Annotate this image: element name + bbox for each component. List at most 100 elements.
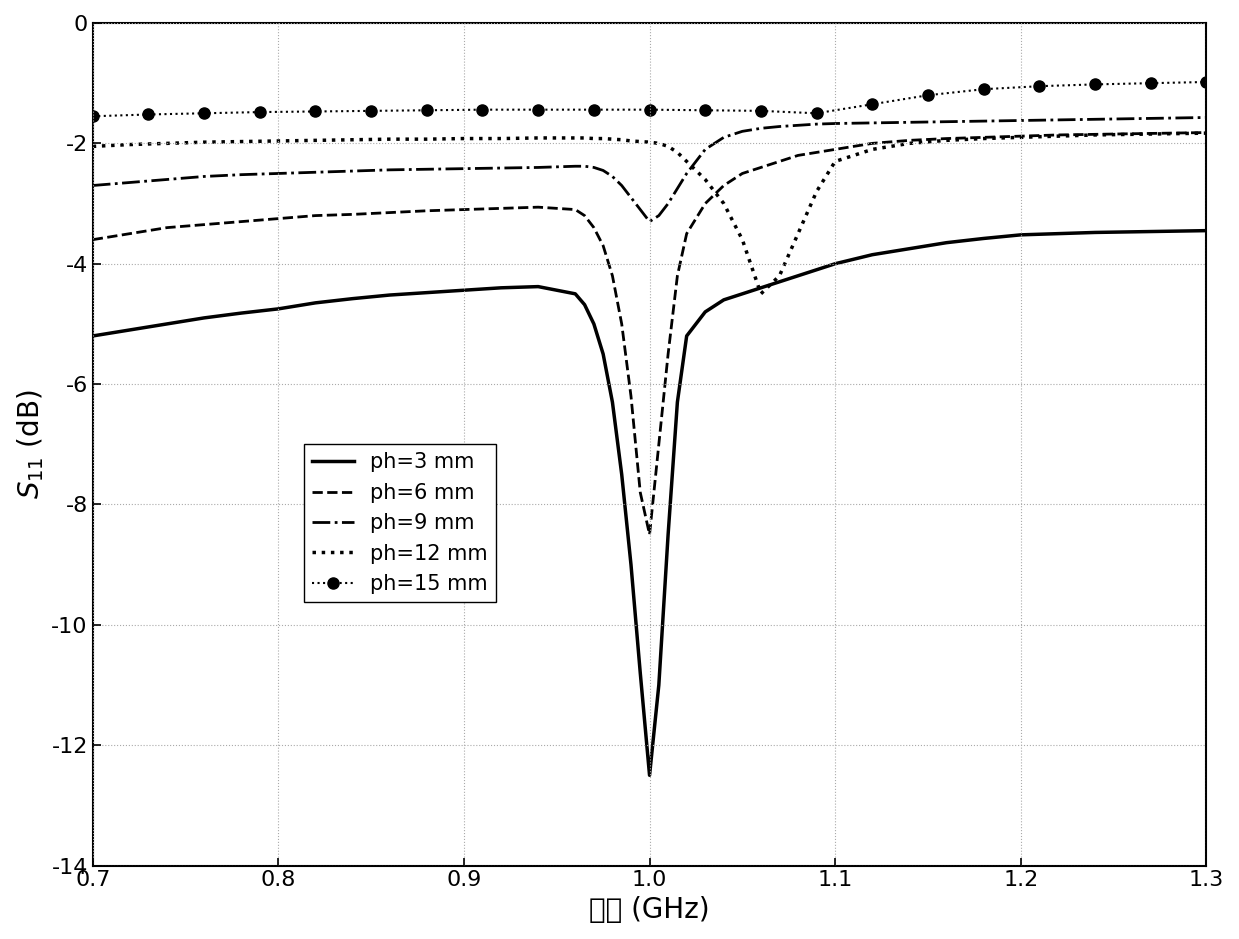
ph=6 mm (123, 228, 138, 239)
ph=6 mm (902, 134, 917, 146)
ph=6 mm (493, 203, 508, 214)
ph=12 mm (698, 174, 712, 185)
X-axis label: 频率 (GHz): 频率 (GHz) (590, 896, 710, 924)
ph=9 mm (772, 121, 787, 132)
ph=6 mm (419, 205, 434, 216)
ph=12 mm (577, 132, 592, 144)
ph=6 mm (309, 210, 323, 222)
ph=15 mm (364, 105, 379, 116)
ph=12 mm (383, 133, 398, 145)
ph=3 mm (679, 331, 694, 342)
ph=6 mm (383, 207, 398, 218)
ph=15 mm (85, 111, 100, 122)
ph=3 mm (670, 396, 685, 408)
Line: ph=12 mm: ph=12 mm (93, 133, 1207, 294)
ph=12 mm (633, 136, 648, 147)
ph=12 mm (586, 133, 601, 145)
ph=9 mm (123, 177, 138, 188)
ph=12 mm (271, 135, 286, 146)
ph=6 mm (735, 168, 750, 179)
ph=12 mm (493, 133, 508, 145)
ph=12 mm (419, 133, 434, 145)
ph=9 mm (660, 198, 675, 209)
ph=9 mm (633, 204, 648, 215)
ph=9 mm (596, 165, 611, 177)
ph=6 mm (790, 150, 805, 162)
ph=12 mm (596, 133, 611, 145)
ph=6 mm (670, 270, 685, 282)
ph=9 mm (1051, 115, 1066, 126)
ph=9 mm (652, 210, 667, 222)
ph=3 mm (652, 680, 667, 691)
ph=3 mm (753, 283, 768, 294)
ph=15 mm (809, 108, 824, 119)
ph=6 mm (828, 144, 843, 155)
ph=6 mm (615, 318, 629, 330)
ph=6 mm (234, 216, 249, 227)
ph=6 mm (939, 133, 954, 145)
ph=6 mm (197, 219, 212, 230)
ph=3 mm (586, 318, 601, 330)
ph=3 mm (123, 324, 138, 335)
ph=6 mm (652, 439, 667, 450)
ph=3 mm (197, 313, 212, 324)
ph=15 mm (921, 89, 935, 100)
ph=9 mm (493, 162, 508, 174)
ph=3 mm (271, 303, 286, 315)
ph=9 mm (419, 163, 434, 175)
ph=3 mm (530, 281, 545, 292)
ph=3 mm (234, 307, 249, 318)
ph=12 mm (809, 186, 824, 197)
ph=9 mm (790, 119, 805, 131)
ph=3 mm (493, 283, 508, 294)
ph=9 mm (234, 169, 249, 180)
ph=9 mm (902, 116, 917, 128)
ph=15 mm (197, 108, 212, 119)
ph=9 mm (577, 161, 592, 172)
ph=6 mm (530, 202, 545, 213)
ph=9 mm (642, 216, 657, 227)
ph=15 mm (753, 105, 768, 116)
Line: ph=6 mm: ph=6 mm (93, 132, 1207, 534)
ph=3 mm (772, 276, 787, 287)
ph=6 mm (623, 391, 638, 402)
ph=12 mm (1014, 131, 1028, 143)
ph=9 mm (679, 168, 694, 179)
ph=3 mm (976, 233, 991, 244)
ph=6 mm (679, 228, 694, 239)
ph=6 mm (596, 240, 611, 252)
ph=9 mm (530, 162, 545, 173)
ph=9 mm (197, 171, 212, 182)
ph=12 mm (670, 146, 685, 158)
ph=3 mm (160, 318, 175, 330)
ph=3 mm (419, 287, 434, 299)
ph=3 mm (1199, 225, 1214, 237)
ph=6 mm (586, 222, 601, 233)
ph=9 mm (615, 180, 629, 192)
ph=12 mm (123, 139, 138, 150)
ph=6 mm (85, 234, 100, 245)
ph=9 mm (865, 117, 880, 129)
ph=12 mm (939, 134, 954, 146)
ph=12 mm (1199, 128, 1214, 139)
Line: ph=15 mm: ph=15 mm (87, 76, 1212, 122)
ph=12 mm (772, 270, 787, 282)
ph=9 mm (809, 118, 824, 130)
ph=15 mm (253, 106, 268, 117)
ph=15 mm (586, 104, 601, 115)
ph=12 mm (456, 133, 471, 145)
ph=6 mm (271, 213, 286, 224)
ph=6 mm (1125, 128, 1140, 139)
ph=12 mm (234, 136, 249, 147)
ph=6 mm (567, 204, 582, 215)
ph=9 mm (586, 162, 601, 173)
ph=9 mm (753, 123, 768, 134)
ph=9 mm (1162, 113, 1177, 124)
ph=12 mm (642, 136, 657, 147)
ph=9 mm (85, 180, 100, 192)
ph=12 mm (902, 138, 917, 149)
ph=12 mm (1162, 128, 1177, 139)
ph=15 mm (419, 104, 434, 115)
ph=3 mm (642, 770, 657, 781)
ph=12 mm (652, 138, 667, 149)
